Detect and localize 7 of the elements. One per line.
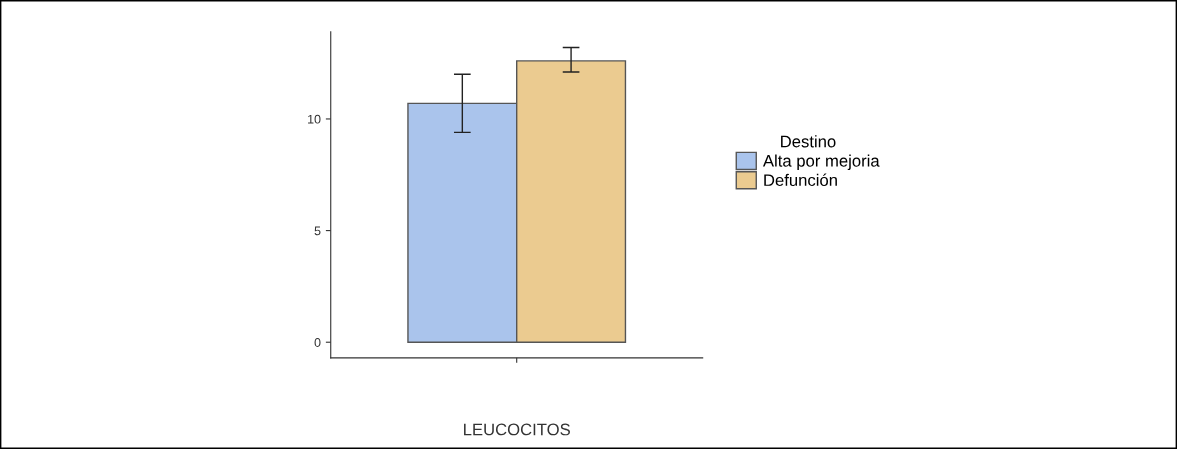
legend-label: Alta por mejoria [762,154,880,171]
legend-label: Defunción [764,173,837,187]
y-tick-label: 5 [314,226,321,236]
legend-title: Destino [781,135,836,148]
y-tick-label: 10 [308,114,321,124]
y-tick-label: 0 [314,338,321,347]
x-axis-title: LEUCOCITOS [464,423,570,436]
